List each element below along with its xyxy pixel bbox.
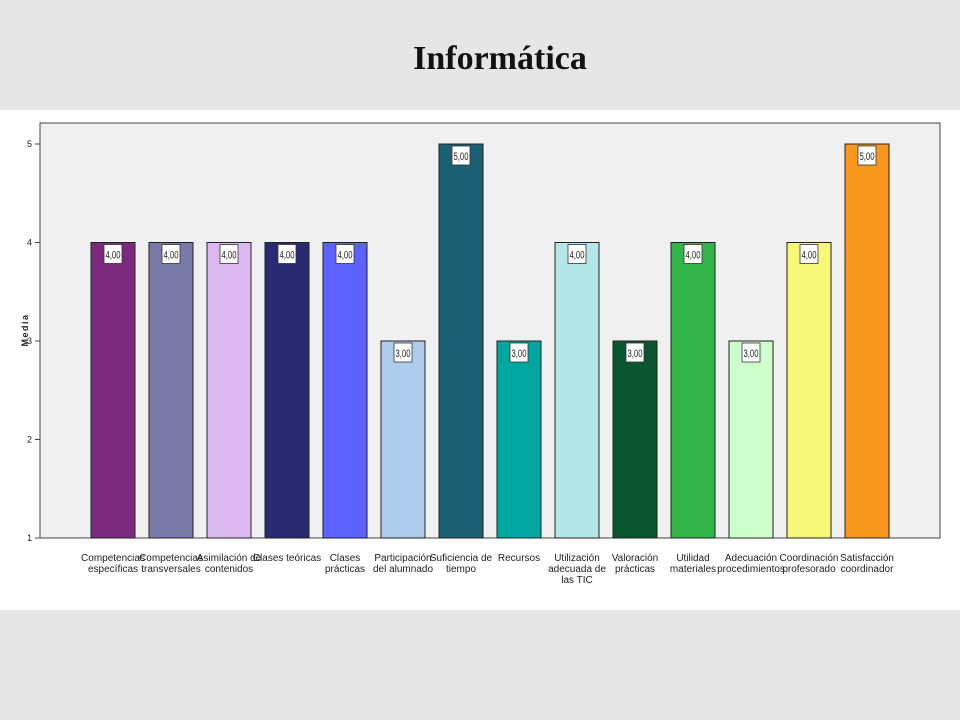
category-label: Adecuación procedimientos (717, 553, 785, 575)
bar (844, 143, 890, 539)
value-label: 4,00 (802, 250, 817, 262)
value-label-box (509, 342, 529, 363)
value-label: 4,00 (338, 250, 353, 262)
category-label-line: Clases (330, 553, 361, 564)
bar (670, 242, 716, 539)
category-label-line: prácticas (325, 564, 365, 575)
value-label: 4,00 (106, 250, 121, 262)
category-label: Clases prácticas (325, 553, 365, 575)
value-label: 3,00 (396, 348, 411, 360)
slide-header: Informática (0, 0, 960, 110)
value-label: 3,00 (512, 348, 527, 360)
value-label-box (277, 244, 297, 264)
value-label-box (393, 342, 413, 363)
category-label: Utilidad materiales (670, 553, 716, 575)
value-label: 5,00 (454, 151, 469, 163)
value-label-box (799, 244, 819, 264)
bar (322, 242, 368, 539)
value-label-box (857, 145, 877, 166)
y-axis-title: Media (20, 313, 30, 346)
category-label: Coordinación profesorado (780, 553, 839, 575)
category-label-line: Utilización (554, 553, 600, 564)
category-label-line: del alumnado (373, 564, 433, 575)
value-label-box (567, 244, 587, 264)
bar (206, 242, 252, 539)
category-label: Participación del alumnado (373, 553, 433, 575)
bar (728, 340, 774, 539)
category-label-line: Competencias (81, 553, 145, 564)
value-label-box (625, 342, 645, 363)
category-label: Satisfacción coordinador (840, 553, 894, 575)
category-label: Competencias específicas (81, 553, 145, 575)
category-label-line: las TIC (561, 575, 593, 586)
bar (612, 340, 658, 539)
category-label-line: Asimilación de (197, 553, 262, 564)
category-label-line: coordinador (841, 564, 894, 575)
category-label-line: adecuada de (548, 564, 606, 575)
category-label: Recursos (498, 553, 540, 564)
category-label-line: Recursos (498, 553, 540, 564)
category-label-line: Adecuación (725, 553, 777, 564)
value-label: 4,00 (222, 250, 237, 262)
bar (380, 340, 426, 539)
category-label-line: prácticas (615, 564, 655, 575)
bar (496, 340, 542, 539)
chart-panel: 1 2 3 4 5 Media 4,00 Competencias específicas 4,0… (0, 110, 960, 610)
y-tick-label: 3 (27, 336, 32, 346)
value-label: 4,00 (164, 250, 179, 262)
bar-chart: 1 2 3 4 5 Media 4,00 Competencias específicas 4,0… (20, 122, 941, 586)
category-label-line: específicas (88, 564, 138, 575)
category-label-line: Utilidad (676, 553, 709, 564)
value-label-box (683, 244, 703, 264)
bar (438, 143, 484, 539)
y-tick-label: 1 (27, 533, 32, 543)
category-label-line: procedimientos (717, 564, 785, 575)
category-label-line: materiales (670, 564, 716, 575)
category-label-line: Suficiencia de (430, 553, 493, 564)
bar (554, 242, 600, 539)
category-label: Suficiencia de tiempo (430, 553, 493, 575)
category-label-line: contenidos (205, 564, 253, 575)
category-label-line: Satisfacción (840, 553, 894, 564)
value-label-box (219, 244, 239, 264)
category-label-line: tiempo (446, 564, 476, 575)
value-label-box (451, 145, 471, 166)
y-tick-label: 2 (27, 435, 32, 445)
bar (90, 242, 136, 539)
category-label-line: Coordinación (780, 553, 839, 564)
category-label: Asimilación de contenidos (197, 553, 262, 575)
bar (786, 242, 832, 539)
value-label-box (103, 244, 123, 264)
value-label: 5,00 (860, 151, 875, 163)
bar (264, 242, 310, 539)
value-label: 3,00 (628, 348, 643, 360)
value-label: 4,00 (570, 250, 585, 262)
category-label-line: transversales (141, 564, 200, 575)
value-label: 3,00 (744, 348, 759, 360)
category-label: Clases teóricas (253, 553, 321, 564)
category-label-line: profesorado (782, 564, 836, 575)
value-label-box (335, 244, 355, 264)
category-label-line: Participación (374, 553, 431, 564)
value-label: 4,00 (280, 250, 295, 262)
value-label-box (741, 342, 761, 363)
y-tick-label: 5 (27, 139, 32, 149)
value-label-box (161, 244, 181, 264)
slide-footer (0, 610, 960, 720)
y-tick-label: 4 (27, 238, 32, 248)
category-label-line: Competencias (139, 553, 203, 564)
category-label-line: Valoración (612, 553, 659, 564)
category-label: Competencias transversales (139, 553, 203, 575)
slide-title: Informática (413, 40, 587, 77)
bar (148, 242, 194, 539)
value-label: 4,00 (686, 250, 701, 262)
category-label-line: Clases teóricas (253, 553, 321, 564)
category-label: Utilización adecuada de las TIC (548, 553, 606, 586)
category-label: Valoración prácticas (612, 553, 659, 575)
